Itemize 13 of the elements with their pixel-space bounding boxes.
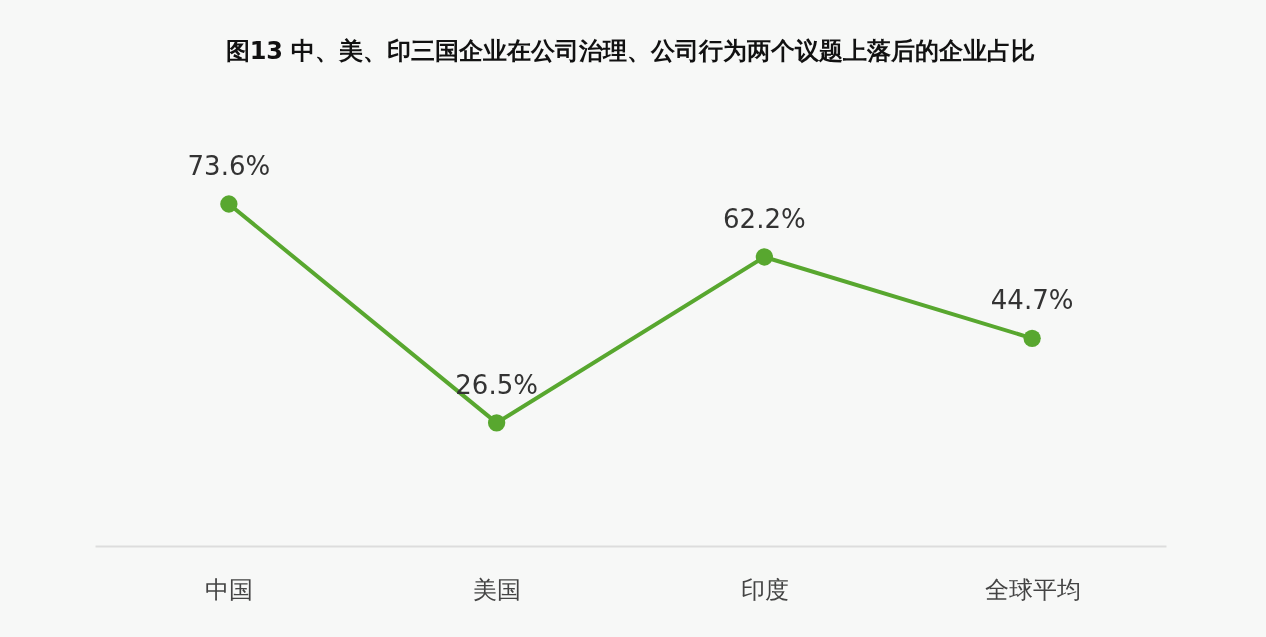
x-tick-label: 印度 — [740, 575, 789, 604]
chart-title: 图13 中、美、印三国企业在公司治理、公司行为两个议题上落后的企业占比 — [225, 37, 1036, 65]
data-label: 73.6% — [187, 151, 271, 181]
point — [1023, 329, 1041, 347]
point — [487, 414, 506, 432]
x-tick-label: 全球平均 — [984, 575, 1081, 604]
point — [220, 195, 238, 213]
data-label: 62.2% — [723, 203, 806, 234]
x-tick-label: 美国 — [473, 575, 522, 604]
data-label: 44.7% — [990, 285, 1074, 316]
x-tick-label: 中国 — [205, 575, 254, 604]
data-label: 26.5% — [455, 369, 538, 400]
point — [755, 248, 774, 266]
